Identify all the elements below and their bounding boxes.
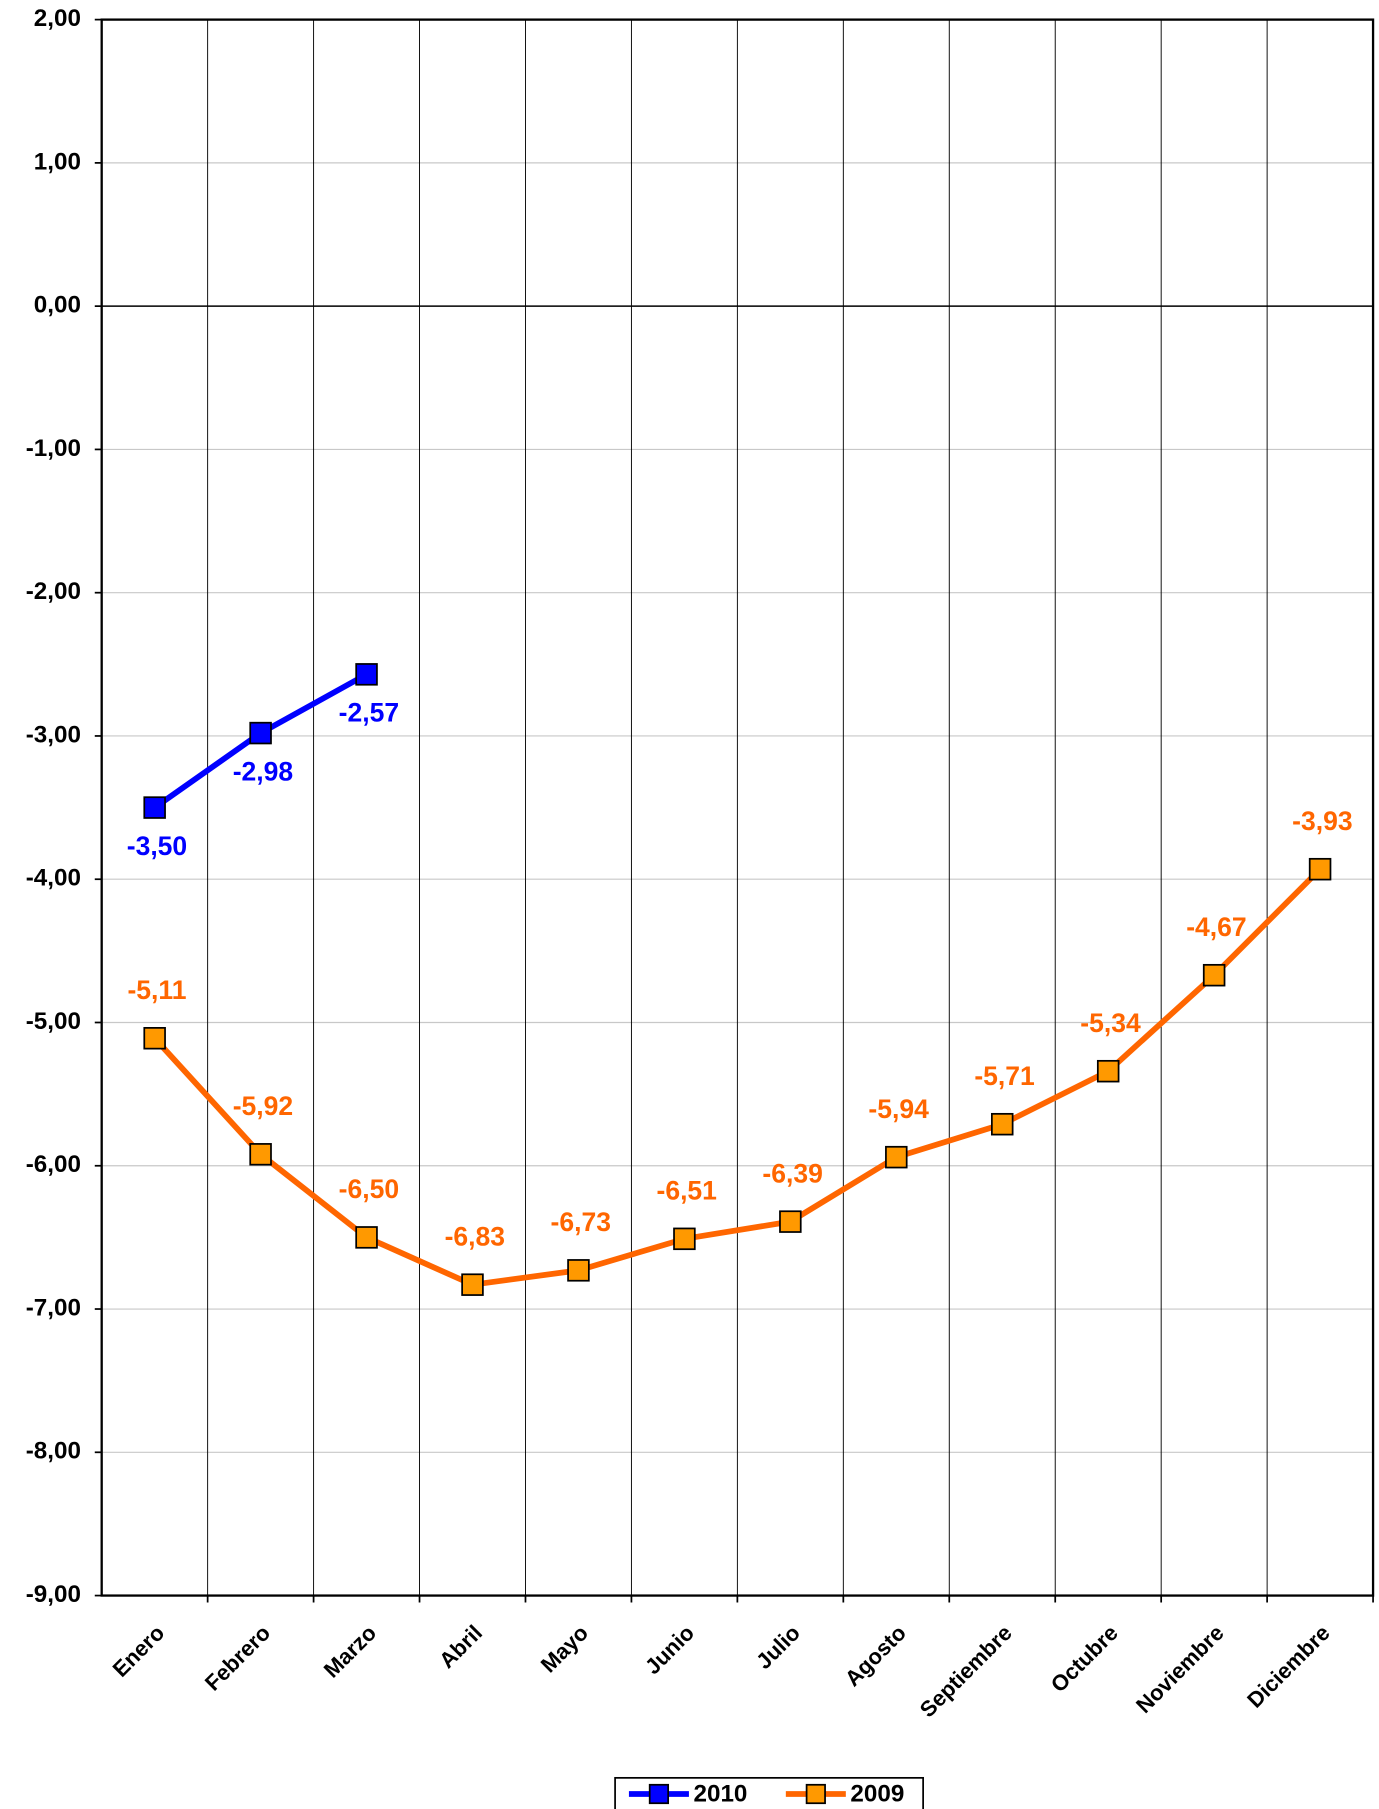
y-tick-label: -3,00 — [26, 721, 81, 748]
legend-label: 2010 — [694, 1781, 748, 1808]
marker — [673, 1227, 696, 1251]
y-tick-label: 0,00 — [34, 292, 81, 319]
y-tick-label: -1,00 — [26, 435, 81, 462]
marker — [355, 1226, 378, 1249]
marker — [779, 1210, 802, 1233]
y-tick-label: 2,00 — [34, 5, 81, 32]
y-tick-label: 1,00 — [34, 148, 81, 175]
data-label: -5,94 — [868, 1094, 929, 1124]
y-tick-label: -7,00 — [26, 1294, 81, 1321]
marker — [990, 1112, 1014, 1136]
data-label: -3,50 — [127, 831, 187, 861]
marker — [885, 1145, 908, 1169]
x-tick-label: Agosto — [840, 1620, 911, 1691]
marker — [567, 1259, 590, 1282]
data-label: -6,50 — [339, 1174, 399, 1204]
data-label: -5,71 — [974, 1061, 1035, 1091]
x-tick-label: Febrero — [200, 1620, 275, 1695]
marker — [143, 796, 166, 819]
x-tick-label: Mayo — [536, 1620, 593, 1677]
y-tick-label: -4,00 — [26, 865, 81, 892]
x-tick-label: Octubre — [1046, 1620, 1123, 1697]
x-tick-label: Septiembre — [915, 1620, 1017, 1722]
x-tick-label: Marzo — [319, 1620, 381, 1682]
x-tick-label: Junio — [640, 1620, 699, 1679]
y-tick-label: -9,00 — [26, 1581, 81, 1608]
data-label: -5,92 — [233, 1091, 293, 1121]
legend-marker — [648, 1783, 670, 1805]
legend-label: 2009 — [850, 1781, 904, 1808]
x-tick-label: Enero — [108, 1620, 170, 1682]
marker — [461, 1273, 484, 1296]
y-tick-label: -2,00 — [26, 578, 81, 605]
series-line — [152, 867, 1323, 1288]
data-label: -6,83 — [445, 1222, 505, 1252]
marker — [355, 663, 378, 686]
x-tick-label: Noviembre — [1131, 1620, 1229, 1718]
marker — [143, 1027, 166, 1050]
data-label: -6,51 — [656, 1176, 717, 1206]
marker — [249, 1143, 272, 1166]
data-label: -2,57 — [339, 698, 399, 728]
data-label: -4,67 — [1186, 912, 1246, 942]
y-tick-label: -6,00 — [26, 1151, 81, 1178]
marker — [1096, 1059, 1120, 1083]
marker — [249, 721, 272, 745]
data-label: -6,39 — [762, 1159, 822, 1189]
x-tick-label: Julio — [751, 1620, 805, 1674]
y-tick-label: -8,00 — [26, 1438, 81, 1465]
data-label: -5,34 — [1080, 1008, 1141, 1038]
data-label: -5,11 — [127, 975, 186, 1005]
marker — [1308, 857, 1332, 881]
legend-marker — [805, 1783, 826, 1805]
data-label: -3,93 — [1292, 806, 1352, 836]
data-label: -2,98 — [233, 756, 293, 786]
x-tick-label: Abril — [434, 1620, 487, 1673]
data-label: -6,73 — [551, 1207, 611, 1237]
y-tick-label: -5,00 — [26, 1008, 81, 1035]
x-tick-label: Diciembre — [1242, 1620, 1335, 1713]
marker — [1202, 963, 1226, 987]
